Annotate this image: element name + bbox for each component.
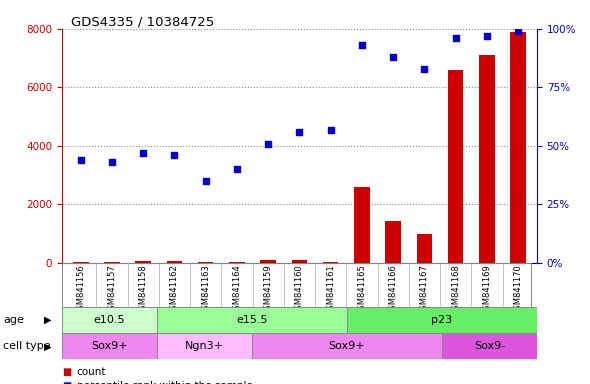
- Bar: [157, 333, 252, 359]
- Text: GSM841161: GSM841161: [326, 264, 335, 315]
- Bar: [104, 262, 120, 263]
- Point: [170, 152, 179, 158]
- Bar: [252, 333, 442, 359]
- Bar: [417, 234, 432, 263]
- Text: ■: ■: [62, 367, 71, 377]
- Bar: [62, 333, 157, 359]
- Text: percentile rank within the sample: percentile rank within the sample: [77, 381, 253, 384]
- Text: cell type: cell type: [3, 341, 51, 351]
- Point: [264, 141, 273, 147]
- Text: GSM841158: GSM841158: [139, 264, 148, 315]
- Text: GSM841165: GSM841165: [358, 264, 366, 315]
- Bar: [198, 262, 214, 263]
- Point: [513, 28, 523, 34]
- Text: GSM841163: GSM841163: [201, 264, 210, 315]
- Bar: [135, 261, 151, 263]
- Text: Ngn3+: Ngn3+: [185, 341, 224, 351]
- Text: GSM841168: GSM841168: [451, 264, 460, 315]
- Bar: [260, 260, 276, 263]
- Bar: [73, 262, 88, 263]
- Bar: [323, 262, 339, 263]
- Text: ■: ■: [62, 381, 71, 384]
- Bar: [510, 32, 526, 263]
- Point: [139, 150, 148, 156]
- Bar: [347, 307, 537, 333]
- Bar: [448, 70, 464, 263]
- Point: [451, 35, 460, 41]
- Text: e10.5: e10.5: [94, 315, 125, 325]
- Text: GSM841162: GSM841162: [170, 264, 179, 315]
- Point: [232, 166, 242, 172]
- Bar: [385, 220, 401, 263]
- Bar: [291, 260, 307, 263]
- Text: GSM841170: GSM841170: [514, 264, 523, 315]
- Bar: [442, 333, 537, 359]
- Text: GSM841166: GSM841166: [389, 264, 398, 315]
- Text: GSM841164: GSM841164: [232, 264, 241, 315]
- Text: Sox9+: Sox9+: [329, 341, 365, 351]
- Point: [201, 178, 211, 184]
- Text: count: count: [77, 367, 106, 377]
- Text: GDS4335 / 10384725: GDS4335 / 10384725: [71, 15, 214, 28]
- Bar: [157, 307, 347, 333]
- Bar: [166, 261, 182, 263]
- Point: [388, 54, 398, 60]
- Text: e15.5: e15.5: [236, 315, 268, 325]
- Text: GSM841167: GSM841167: [420, 264, 429, 315]
- Point: [482, 33, 491, 39]
- Point: [357, 42, 366, 48]
- Point: [107, 159, 117, 166]
- Text: Sox9-: Sox9-: [474, 341, 505, 351]
- Point: [326, 126, 335, 132]
- Point: [419, 66, 429, 72]
- Point: [294, 129, 304, 135]
- Bar: [354, 187, 370, 263]
- Text: GSM841156: GSM841156: [76, 264, 85, 315]
- Text: ▶: ▶: [44, 341, 52, 351]
- Bar: [229, 262, 245, 263]
- Text: Sox9+: Sox9+: [91, 341, 128, 351]
- Text: GSM841169: GSM841169: [483, 264, 491, 315]
- Text: ▶: ▶: [44, 315, 52, 325]
- Text: p23: p23: [431, 315, 453, 325]
- Point: [76, 157, 86, 163]
- Bar: [479, 55, 495, 263]
- Text: GSM841159: GSM841159: [264, 264, 273, 315]
- Text: GSM841160: GSM841160: [295, 264, 304, 315]
- Text: age: age: [3, 315, 24, 325]
- Text: GSM841157: GSM841157: [107, 264, 116, 315]
- Bar: [62, 307, 157, 333]
